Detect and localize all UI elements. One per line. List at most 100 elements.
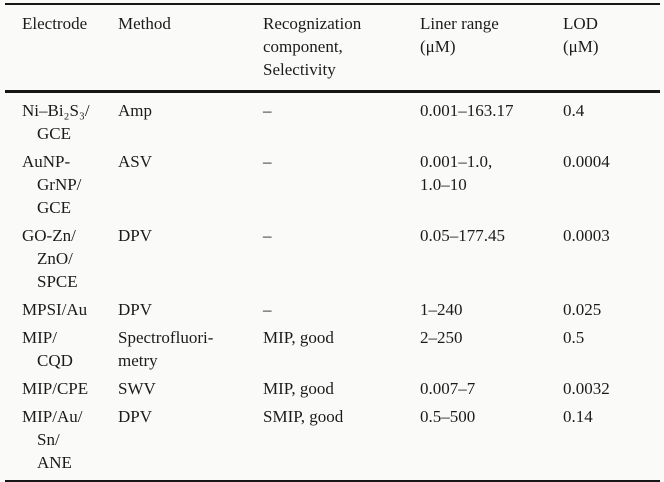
cell-lod: 0.0004 [563,148,660,222]
cell-line: DPV [118,407,153,426]
cell-liner-range: 0.05–177.45 [420,222,563,296]
cell-line: – [263,300,272,319]
comparison-table-container: Electrode Method Recognization component… [5,3,660,482]
cell-method: DPV [118,403,263,481]
cell-line: Spectrofluori- [118,328,214,347]
cell-line: DPV [118,300,153,319]
cell-electrode: Ni–Bi₂S₃/ GCE [5,92,118,149]
table-row: MIP/ CQD Spectrofluori- metry MIP, good … [5,324,660,375]
cell-liner-range: 0.001–163.17 [420,92,563,149]
cell-recognition: – [263,296,420,324]
column-header-liner-range: Liner range (μM) [420,4,563,93]
cell-line: MPSI/Au [22,300,88,319]
cell-line: SPCE [37,272,78,291]
cell-lod: 0.0032 [563,375,660,403]
cell-line: 0.5–500 [420,407,476,426]
cell-line: AuNP- [22,152,71,171]
cell-line: – [263,101,272,120]
cell-electrode: MIP/CPE [5,375,118,403]
cell-liner-range: 0.007–7 [420,375,563,403]
cell-line: – [263,226,272,245]
cell-line: DPV [118,226,153,245]
header-label: Recognization [263,14,362,33]
cell-line: 0.001–163.17 [420,101,514,120]
cell-method: ASV [118,148,263,222]
cell-liner-range: 0.001–1.0, 1.0–10 [420,148,563,222]
cell-electrode: AuNP- GrNP/ GCE [5,148,118,222]
cell-line: Ni–Bi₂S₃/ [22,101,90,120]
table-row: Ni–Bi₂S₃/ GCE Amp – 0.001–163.17 0.4 [5,92,660,149]
cell-line: 0.001–1.0, [420,152,493,171]
cell-line: SWV [118,379,156,398]
table-row: MIP/Au/ Sn/ ANE DPV SMIP, good 0.5–500 0… [5,403,660,481]
cell-lod: 0.4 [563,92,660,149]
cell-lod: 0.14 [563,403,660,481]
cell-method: DPV [118,222,263,296]
column-header-electrode: Electrode [5,4,118,93]
cell-line: Sn/ [37,430,60,449]
cell-liner-range: 1–240 [420,296,563,324]
cell-line: CQD [37,351,73,370]
cell-liner-range: 0.5–500 [420,403,563,481]
cell-line: 0.0003 [563,226,610,245]
cell-method: Spectrofluori- metry [118,324,263,375]
header-label: Liner range [420,14,499,33]
cell-electrode: MIP/Au/ Sn/ ANE [5,403,118,481]
cell-line: 0.5 [563,328,585,347]
cell-line: MIP/Au/ [22,407,83,426]
cell-line: GO-Zn/ [22,226,76,245]
column-header-method: Method [118,4,263,93]
cell-line: – [263,152,272,171]
cell-liner-range: 2–250 [420,324,563,375]
cell-method: Amp [118,92,263,149]
cell-recognition: – [263,92,420,149]
cell-line: 0.0032 [563,379,610,398]
cell-lod: 0.0003 [563,222,660,296]
header-label: Selectivity [263,60,336,79]
cell-line: MIP/ [22,328,57,347]
cell-lod: 0.5 [563,324,660,375]
cell-recognition: SMIP, good [263,403,420,481]
cell-line: Amp [118,101,152,120]
header-label: Electrode [22,14,88,33]
column-header-lod: LOD (μM) [563,4,660,93]
table-row: MPSI/Au DPV – 1–240 0.025 [5,296,660,324]
cell-line: 0.4 [563,101,585,120]
cell-line: ANE [37,453,72,472]
cell-line: MIP/CPE [22,379,89,398]
cell-line: 1–240 [420,300,463,319]
cell-line: metry [118,351,158,370]
cell-recognition: – [263,148,420,222]
cell-line: ASV [118,152,153,171]
table-header: Electrode Method Recognization component… [5,4,660,93]
table-row: GO-Zn/ ZnO/ SPCE DPV – 0.05–177.45 0.000… [5,222,660,296]
cell-line: GrNP/ [37,175,82,194]
cell-line: SMIP, good [263,407,344,426]
cell-line: ZnO/ [37,249,73,268]
header-label: (μM) [563,37,599,56]
cell-line: 0.007–7 [420,379,476,398]
cell-recognition: – [263,222,420,296]
cell-lod: 0.025 [563,296,660,324]
column-header-recognition: Recognization component, Selectivity [263,4,420,93]
cell-recognition: MIP, good [263,324,420,375]
cell-line: GCE [37,198,71,217]
cell-electrode: MPSI/Au [5,296,118,324]
cell-recognition: MIP, good [263,375,420,403]
cell-line: 0.05–177.45 [420,226,505,245]
header-row: Electrode Method Recognization component… [5,4,660,93]
cell-method: DPV [118,296,263,324]
table-row: AuNP- GrNP/ GCE ASV – 0.001–1.0, 1.0–10 … [5,148,660,222]
header-label: (μM) [420,37,456,56]
cell-method: SWV [118,375,263,403]
cell-line: MIP, good [263,379,334,398]
cell-electrode: MIP/ CQD [5,324,118,375]
header-label: component, [263,37,343,56]
cell-line: MIP, good [263,328,334,347]
cell-line: 0.025 [563,300,602,319]
cell-line: 1.0–10 [420,175,467,194]
cell-line: 0.0004 [563,152,610,171]
table-body: Ni–Bi₂S₃/ GCE Amp – 0.001–163.17 0.4 [5,92,660,482]
cell-line: 2–250 [420,328,463,347]
table-row: MIP/CPE SWV MIP, good 0.007–7 0.0032 [5,375,660,403]
